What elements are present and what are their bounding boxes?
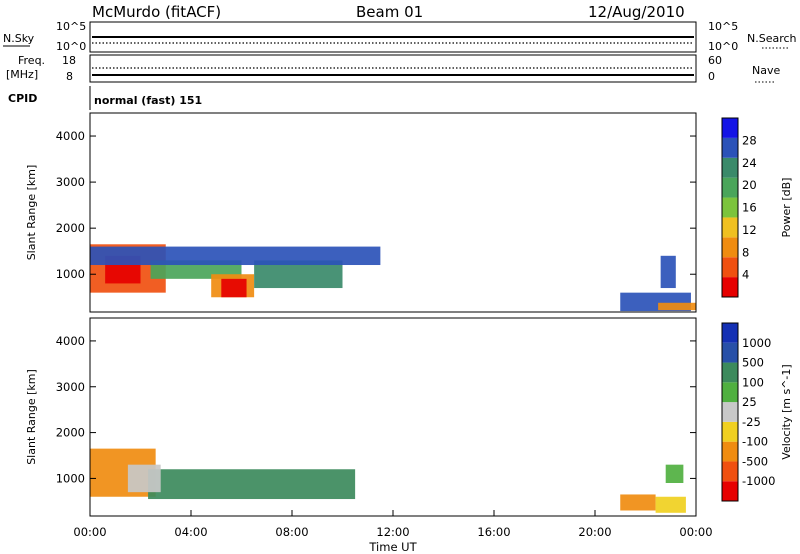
data-region-power-4 bbox=[221, 278, 247, 298]
data-region-power-9 bbox=[660, 255, 676, 289]
colorbar-swatch-velocity bbox=[722, 323, 738, 343]
colorbar-swatch-velocity bbox=[722, 402, 738, 422]
colorbar-swatch-power bbox=[722, 118, 738, 138]
x-tick-label: 00:00 bbox=[679, 525, 712, 539]
nave-tick-top: 60 bbox=[708, 54, 722, 67]
y-axis-label-velocity: Slant Range [km] bbox=[25, 369, 38, 465]
colorbar-swatch-velocity bbox=[722, 362, 738, 383]
colorbar-swatch-velocity bbox=[722, 461, 738, 482]
colorbar-swatch-power bbox=[722, 197, 738, 218]
colorbar-swatch-velocity bbox=[722, 481, 738, 501]
x-tick-label: 04:00 bbox=[174, 525, 207, 539]
freq-panel bbox=[89, 54, 697, 83]
data-region-velocity-2 bbox=[127, 464, 161, 493]
cpid-value: normal (fast) 151 bbox=[94, 94, 202, 107]
colorbar-swatch-power bbox=[722, 217, 738, 238]
colorbar-tick-velocity: -25 bbox=[742, 415, 761, 429]
nsearch-label: N.Search bbox=[747, 32, 797, 45]
y-tick-label-velocity: 1000 bbox=[56, 471, 85, 485]
freq-label: Freq. bbox=[18, 54, 45, 67]
colorbar-frame-velocity bbox=[721, 322, 739, 502]
nave-tick-bottom: 0 bbox=[708, 70, 715, 83]
colorbar-tick-velocity: -100 bbox=[742, 435, 768, 449]
nave-label: Nave bbox=[752, 64, 780, 77]
colorbar-tick-power: 8 bbox=[742, 245, 749, 259]
colorbar-tick-velocity: 500 bbox=[742, 356, 764, 370]
colorbar-swatch-velocity bbox=[722, 421, 738, 442]
nsky-label: N.Sky bbox=[3, 32, 35, 45]
x-tick-label: 16:00 bbox=[477, 525, 510, 539]
colorbar-label-velocity: Velocity [m s^-1] bbox=[780, 364, 793, 459]
colorbar-swatch-power bbox=[722, 237, 738, 258]
x-tick-label: 12:00 bbox=[376, 525, 409, 539]
cpid-label: CPID bbox=[8, 92, 37, 105]
y-tick-label-velocity: 2000 bbox=[56, 426, 85, 440]
x-axis-ticks: 00:00 04:00 08:00 12:00 16:00 20:00 00:00 bbox=[73, 510, 713, 539]
beam-title: Beam 01 bbox=[356, 3, 423, 21]
date-title: 12/Aug/2010 bbox=[588, 3, 685, 21]
colorbar-tick-velocity: 25 bbox=[742, 395, 757, 409]
data-panels: 4000 3000 2000 1000 Slant Range [km] 28 24 20 16… bbox=[25, 112, 793, 517]
y-axis-label-power: Slant Range [km] bbox=[25, 165, 38, 261]
x-tick-label: 00:00 bbox=[73, 525, 106, 539]
station-title: McMurdo (fitACF) bbox=[92, 3, 221, 21]
data-region-velocity-5 bbox=[665, 464, 684, 483]
colorbar-label-power: Power [dB] bbox=[780, 178, 793, 238]
colorbar-tick-power: 20 bbox=[742, 178, 757, 192]
colorbar-frame-power bbox=[721, 117, 739, 298]
nsearch-tick-top: 10^5 bbox=[708, 20, 738, 33]
y-tick-label-power: 1000 bbox=[56, 267, 85, 281]
colorbar-tick-power: 28 bbox=[742, 133, 757, 147]
nsky-tick-bottom: 10^0 bbox=[56, 40, 86, 53]
colorbar-tick-power: 24 bbox=[742, 156, 757, 170]
y-tick-label-power: 3000 bbox=[56, 175, 85, 189]
colorbar-tick-power: 12 bbox=[742, 223, 757, 237]
colorbar-tick-velocity: 100 bbox=[742, 375, 764, 389]
x-tick-label: 20:00 bbox=[578, 525, 611, 539]
colorbar-tick-velocity: -1000 bbox=[742, 474, 775, 488]
y-tick-label-power: 4000 bbox=[56, 129, 85, 143]
colorbar-swatch-power bbox=[722, 137, 738, 158]
x-tick-label: 08:00 bbox=[275, 525, 308, 539]
panel-frame-power bbox=[89, 112, 697, 313]
data-region-velocity-4 bbox=[655, 496, 686, 513]
colorbar-tick-power: 16 bbox=[742, 201, 757, 215]
data-region-velocity-1 bbox=[148, 469, 356, 500]
y-tick-label-velocity: 4000 bbox=[56, 334, 85, 348]
colorbar-swatch-power bbox=[722, 157, 738, 178]
freq-tick-bottom: 8 bbox=[66, 70, 73, 83]
nsearch-tick-bottom: 10^0 bbox=[708, 40, 738, 53]
heatmap-panel-power: 4000 3000 2000 1000 Slant Range [km] 28 24 20 16… bbox=[25, 112, 793, 313]
colorbar-swatch-velocity bbox=[722, 382, 738, 403]
y-tick-label-power: 2000 bbox=[56, 221, 85, 235]
freq-tick-top: 18 bbox=[62, 54, 76, 67]
heatmap-panel-velocity: 4000 3000 2000 1000 Slant Range [km] 1000 500 1… bbox=[25, 317, 793, 517]
colorbar-tick-velocity: -500 bbox=[742, 454, 768, 468]
data-region-velocity-3 bbox=[620, 494, 656, 511]
data-region-power-6 bbox=[90, 246, 381, 266]
nsky-tick-top: 10^5 bbox=[56, 20, 86, 33]
nsky-panel bbox=[89, 21, 697, 53]
colorbar-swatch-power bbox=[722, 257, 738, 278]
data-region-power-8 bbox=[658, 302, 696, 311]
colorbar-tick-power: 4 bbox=[742, 268, 749, 282]
colorbar-swatch-velocity bbox=[722, 342, 738, 363]
colorbar-swatch-power bbox=[722, 277, 738, 297]
y-tick-label-velocity: 3000 bbox=[56, 380, 85, 394]
freq-unit: [MHz] bbox=[6, 68, 38, 81]
colorbar-swatch-power bbox=[722, 177, 738, 198]
colorbar-tick-velocity: 1000 bbox=[742, 336, 771, 350]
colorbar-swatch-velocity bbox=[722, 441, 738, 462]
x-axis-label: Time UT bbox=[368, 540, 417, 554]
